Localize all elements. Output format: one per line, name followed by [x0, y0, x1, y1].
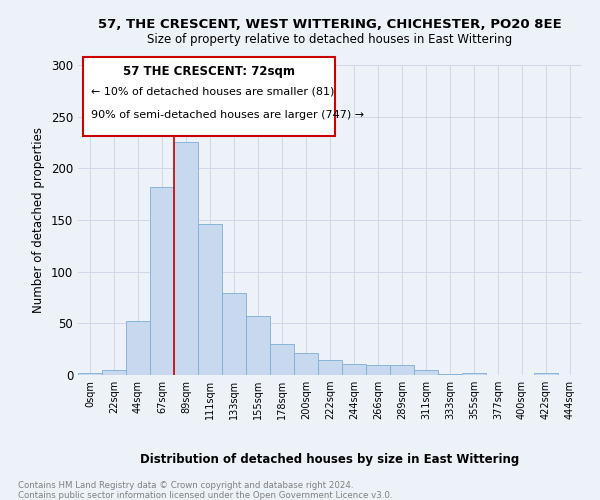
Text: 57, THE CRESCENT, WEST WITTERING, CHICHESTER, PO20 8EE: 57, THE CRESCENT, WEST WITTERING, CHICHE… — [98, 18, 562, 30]
Bar — [534, 373, 558, 375]
Bar — [102, 370, 126, 375]
Text: Contains HM Land Registry data © Crown copyright and database right 2024.
Contai: Contains HM Land Registry data © Crown c… — [18, 481, 392, 500]
Bar — [318, 360, 342, 375]
FancyBboxPatch shape — [83, 57, 335, 136]
Bar — [390, 364, 414, 375]
Bar — [270, 344, 294, 375]
Text: Size of property relative to detached houses in East Wittering: Size of property relative to detached ho… — [148, 32, 512, 46]
Bar — [78, 373, 102, 375]
Bar — [150, 187, 174, 375]
Bar — [342, 364, 366, 375]
Bar — [414, 370, 438, 375]
Bar — [174, 142, 198, 375]
Text: ← 10% of detached houses are smaller (81): ← 10% of detached houses are smaller (81… — [91, 86, 334, 97]
Text: 57 THE CRESCENT: 72sqm: 57 THE CRESCENT: 72sqm — [123, 65, 295, 78]
Text: 90% of semi-detached houses are larger (747) →: 90% of semi-detached houses are larger (… — [91, 110, 364, 120]
Bar — [294, 354, 318, 375]
Bar — [198, 224, 222, 375]
Bar — [462, 373, 486, 375]
Bar — [438, 374, 462, 375]
Bar — [246, 316, 270, 375]
Bar — [222, 294, 246, 375]
Y-axis label: Number of detached properties: Number of detached properties — [32, 127, 46, 313]
Bar — [366, 364, 390, 375]
Bar — [126, 322, 150, 375]
Text: Distribution of detached houses by size in East Wittering: Distribution of detached houses by size … — [140, 452, 520, 466]
